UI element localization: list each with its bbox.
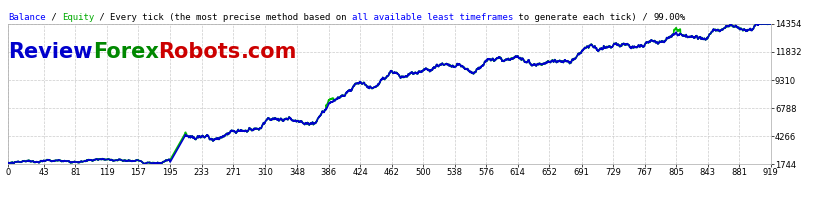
Text: Every tick (the most precise method based on: Every tick (the most precise method base… bbox=[111, 13, 352, 22]
Text: /: / bbox=[636, 13, 653, 22]
Text: Forex: Forex bbox=[93, 42, 158, 62]
Text: 99.00%: 99.00% bbox=[653, 13, 685, 22]
Text: Robots: Robots bbox=[158, 42, 241, 62]
Text: Balance: Balance bbox=[8, 13, 46, 22]
Text: Equity: Equity bbox=[62, 13, 94, 22]
Text: Review: Review bbox=[8, 42, 93, 62]
Text: /: / bbox=[46, 13, 62, 22]
Text: all available least timeframes: all available least timeframes bbox=[352, 13, 513, 22]
Text: to generate each tick): to generate each tick) bbox=[513, 13, 636, 22]
Text: .com: .com bbox=[241, 42, 296, 62]
Text: /: / bbox=[94, 13, 111, 22]
